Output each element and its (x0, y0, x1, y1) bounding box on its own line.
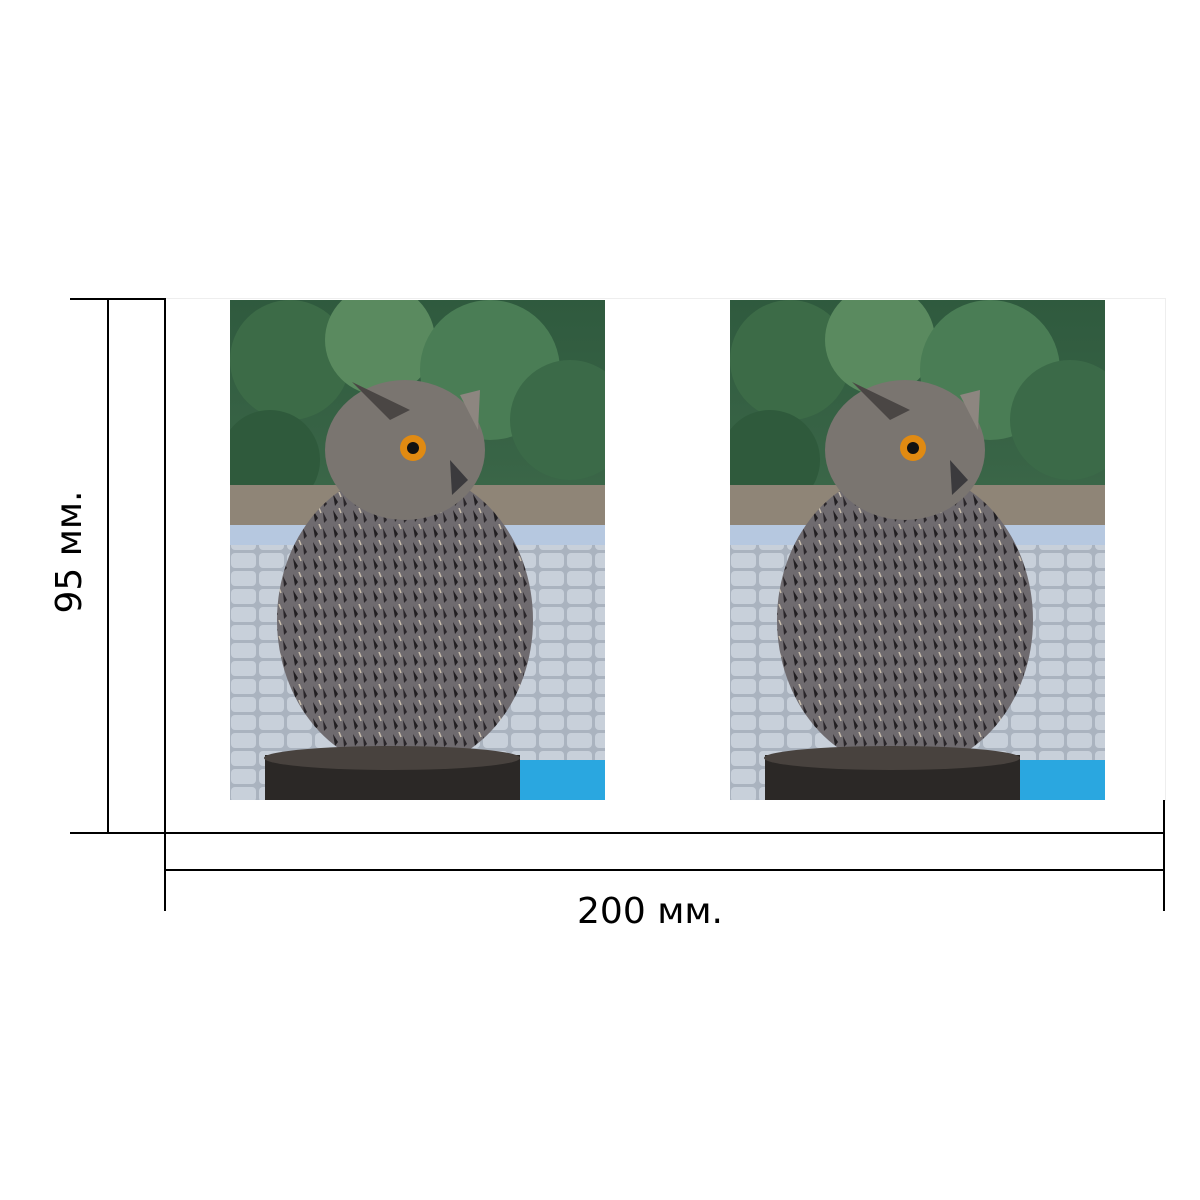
height-dimension-line (107, 298, 109, 834)
width-label: 200 мм. (577, 891, 723, 932)
owl-photo-right (730, 300, 1105, 800)
height-dimension-extension (164, 298, 166, 834)
owl-illustration (230, 300, 605, 800)
width-dimension-extension (164, 832, 1165, 834)
width-dimension-line (164, 869, 1165, 871)
owl-illustration (730, 300, 1105, 800)
height-dimension-bottom-tick (70, 832, 166, 834)
height-label: 95 мм. (49, 490, 90, 614)
width-dimension-right-tick (1163, 800, 1165, 911)
owl-photo-left (230, 300, 605, 800)
height-dimension-top-tick (70, 298, 166, 300)
sheet-outline (166, 298, 1166, 801)
width-dimension-left-tick (164, 834, 166, 911)
